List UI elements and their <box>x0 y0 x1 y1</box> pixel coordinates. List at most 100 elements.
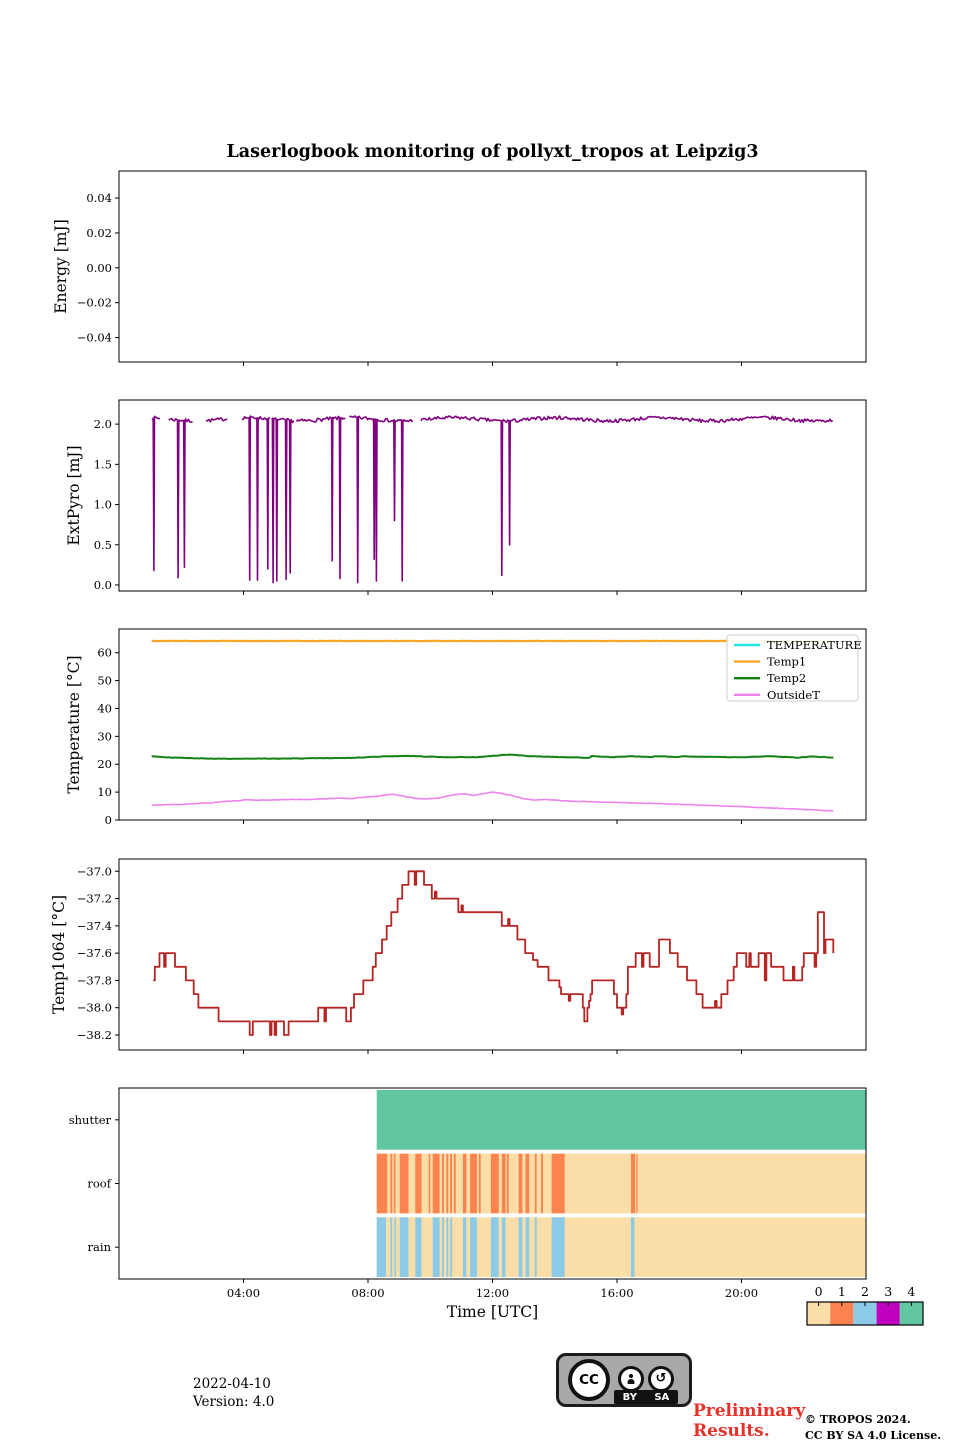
colorbar-swatch-4 <box>899 1302 923 1325</box>
copyright-block: © TROPOS 2024. CC BY SA 4.0 License. <box>805 1412 941 1440</box>
legend-label: Temp2 <box>767 671 806 685</box>
y-tick-label: 2.0 <box>94 417 112 431</box>
series-Temp1064 <box>153 870 835 1036</box>
band-roof-stripe <box>506 1153 509 1214</box>
by-label: BY <box>622 1391 637 1403</box>
y-tick-label: 0.02 <box>86 226 112 240</box>
band-roof-stripe <box>470 1153 477 1214</box>
plot-date: 2022-04-10 <box>193 1376 271 1392</box>
band-rain-stripe <box>490 1217 499 1277</box>
y-tick-label: −38.0 <box>77 1001 112 1015</box>
row-label-roof: roof <box>87 1177 111 1191</box>
y-tick-label: 50 <box>97 674 112 688</box>
band-roof-stripe <box>631 1153 636 1214</box>
band-roof-stripe <box>525 1153 530 1214</box>
copyright-line2: CC BY SA 4.0 License. <box>805 1428 942 1440</box>
row-label-shutter: shutter <box>69 1113 112 1127</box>
band-rain-stripe <box>399 1217 409 1277</box>
colorbar-tick-label: 3 <box>884 1284 892 1299</box>
band-shutter-base <box>376 1090 866 1150</box>
band-rain-stripe <box>390 1217 393 1277</box>
subplot-status: shutter roof rain 04:00 08:00 12:00 16:00 20:00… <box>69 1087 924 1326</box>
band-rain-stripe <box>442 1217 444 1277</box>
series-OutsideT <box>151 791 834 812</box>
colorbar-swatch-2 <box>853 1302 877 1325</box>
band-rain-stripe <box>446 1217 449 1277</box>
colorbar-tick-label: 1 <box>838 1284 846 1299</box>
x-axis-label: Time [UTC] <box>447 1303 538 1321</box>
y-tick-label: 0.00 <box>86 261 112 275</box>
y-tick-label: 40 <box>97 701 112 715</box>
y-axis-label-temperature: Temperature [°C] <box>65 655 83 793</box>
y-tick-label: −38.2 <box>77 1028 112 1042</box>
y-tick-label: 1.0 <box>94 498 112 512</box>
preliminary-results-note: Preliminary Results. <box>693 1401 806 1440</box>
y-tick-label: 0.5 <box>94 538 112 552</box>
subplot-temperature: 0 10 20 30 40 50 60 Temperature [°C] TEMPERATURE… <box>65 628 867 827</box>
colorbar-swatch-0 <box>807 1302 831 1325</box>
cc-circle-icon: CC <box>568 1359 610 1401</box>
y-tick-label: 0.0 <box>94 578 112 592</box>
band-roof-base <box>376 1153 866 1214</box>
share-alike-arrow-icon: ↺ <box>648 1366 674 1392</box>
band-rain-stripe <box>631 1217 635 1277</box>
band-rain-stripe <box>470 1217 477 1277</box>
band-roof-stripe <box>390 1153 393 1214</box>
y-tick-label: 0 <box>105 813 112 827</box>
band-rain-stripe <box>551 1217 565 1277</box>
y-tick-label: −37.6 <box>77 946 112 960</box>
cc-label: CC <box>579 1372 599 1388</box>
subplot-extpyro: 0.0 0.5 1.0 1.5 2.0 ExtPyro [mJ] <box>65 399 867 595</box>
subplot-energy: 0.04 0.02 0.00 −0.02 −0.04 Energy [mJ] <box>52 170 867 366</box>
band-rain-stripe <box>394 1217 397 1277</box>
colorbar-swatch-1 <box>830 1302 854 1325</box>
series-ExtPyro <box>151 415 834 584</box>
axes-frame-energy <box>118 170 867 363</box>
band-roof-stripe <box>432 1153 440 1214</box>
y-tick-label: 60 <box>97 646 112 660</box>
legend-label: OutsideT <box>767 688 820 702</box>
band-rain-stripe <box>501 1217 506 1277</box>
copyright-line1: © TROPOS 2024. <box>805 1413 911 1426</box>
y-axis-label-temp1064: Temp1064 [°C] <box>50 895 68 1014</box>
date-version-block: 2022-04-10 Version: 4.0 <box>193 1375 274 1411</box>
band-rain-stripe <box>462 1217 467 1277</box>
subplot-temp1064: −37.0 −37.2 −37.4 −37.6 −37.8 −38.0 −38.2 Temp1… <box>50 858 867 1054</box>
x-tick-label: 20:00 <box>725 1286 758 1300</box>
plot-version: Version: 4.0 <box>193 1394 275 1410</box>
band-roof-stripe <box>462 1153 467 1214</box>
person-icon <box>627 1373 635 1384</box>
band-roof-stripe <box>490 1153 499 1214</box>
band-roof-stripe <box>551 1153 565 1214</box>
y-tick-label: −37.8 <box>77 973 112 987</box>
y-tick-label: −37.0 <box>77 864 112 878</box>
x-tick-label: 08:00 <box>351 1286 384 1300</box>
band-rain-stripe <box>432 1217 440 1277</box>
colorbar-tick-label: 4 <box>907 1284 915 1299</box>
y-tick-label: 30 <box>97 729 112 743</box>
cc-by-sa-badge: CC ↺ BY SA <box>556 1353 692 1407</box>
band-roof-stripe <box>442 1153 444 1214</box>
band-roof-stripe <box>376 1153 388 1214</box>
colorbar-tick-label: 2 <box>861 1284 869 1299</box>
band-rain-stripe <box>450 1217 453 1277</box>
attribution-person-icon <box>618 1366 644 1392</box>
band-roof-stripe <box>534 1153 537 1214</box>
band-roof-stripe <box>450 1153 453 1214</box>
y-tick-label: −37.2 <box>77 892 112 906</box>
x-tick-label: 04:00 <box>227 1286 260 1300</box>
y-axis-label-energy: Energy [mJ] <box>52 219 70 314</box>
band-rain-stripe <box>376 1217 387 1277</box>
band-roof-stripe <box>501 1153 506 1214</box>
x-tick-label: 16:00 <box>600 1286 633 1300</box>
y-tick-label: 0.04 <box>86 191 112 205</box>
band-rain-stripe <box>518 1217 523 1277</box>
row-label-rain: rain <box>88 1240 112 1254</box>
series-Temp2 <box>151 753 834 760</box>
x-tick-label: 12:00 <box>476 1286 509 1300</box>
band-roof-stripe <box>453 1153 456 1214</box>
band-roof-stripe <box>446 1153 449 1214</box>
